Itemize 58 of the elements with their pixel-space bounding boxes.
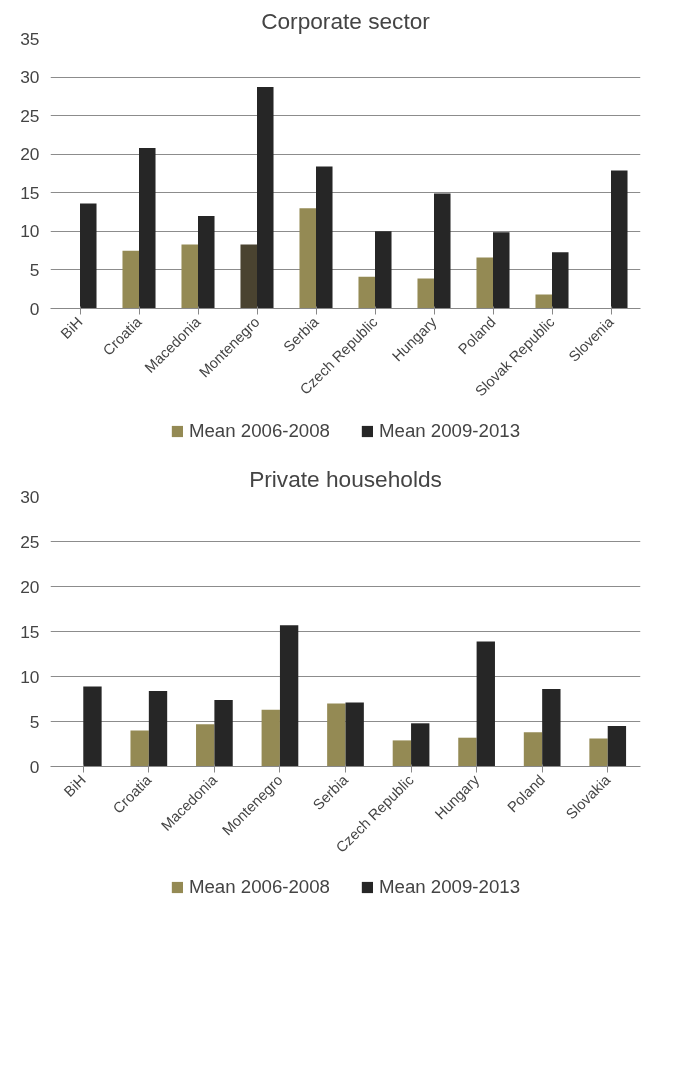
bar — [358, 276, 375, 309]
bar — [523, 732, 543, 767]
bar — [476, 641, 495, 767]
bar — [607, 726, 627, 767]
bar — [261, 709, 280, 767]
chart-title: Corporate sector — [261, 7, 431, 34]
bar — [535, 294, 552, 309]
bar — [552, 252, 569, 309]
bar — [240, 244, 257, 309]
bar — [476, 257, 493, 309]
bar — [148, 690, 168, 767]
y-tick-label: 20 — [20, 576, 40, 597]
bar — [493, 232, 510, 309]
y-tick-label: 25 — [20, 105, 40, 126]
bar — [611, 170, 628, 309]
bar — [279, 625, 299, 767]
chart-title: Private households — [249, 465, 442, 492]
y-tick-label: 30 — [20, 67, 40, 88]
y-tick-label: 5 — [29, 711, 40, 732]
y-tick-label: 20 — [20, 144, 40, 165]
legend-label: Mean 2009-2013 — [379, 875, 521, 898]
bar — [196, 724, 215, 767]
bar — [417, 278, 434, 309]
bar — [411, 723, 430, 767]
y-tick-label: 35 — [20, 28, 40, 49]
bar — [198, 215, 215, 309]
y-tick-label: 10 — [20, 221, 40, 242]
y-tick-label: 30 — [20, 486, 40, 507]
bar — [130, 730, 149, 767]
y-tick-label: 15 — [20, 621, 40, 642]
bar — [139, 148, 156, 309]
bar — [589, 738, 608, 767]
bar — [375, 231, 392, 309]
legend-label: Mean 2009-2013 — [379, 419, 521, 442]
bar — [80, 203, 97, 309]
y-tick-label: 0 — [29, 298, 40, 319]
x-tick-label: BiH — [60, 771, 89, 800]
bar — [316, 166, 333, 309]
bar — [327, 703, 346, 767]
bar — [214, 699, 233, 767]
y-tick-label: 15 — [20, 182, 40, 203]
y-tick-label: 5 — [29, 259, 40, 280]
bar — [299, 208, 316, 309]
bar — [542, 689, 561, 767]
bar — [181, 244, 198, 309]
legend-label: Mean 2006-2008 — [188, 875, 330, 898]
bar — [257, 87, 274, 309]
bar — [392, 740, 412, 767]
y-tick-label: 10 — [20, 666, 40, 687]
y-tick-label: 0 — [29, 756, 40, 777]
x-tick-label: BiH — [57, 313, 86, 342]
legend-label: Mean 2006-2008 — [188, 419, 330, 442]
y-tick-label: 25 — [20, 531, 40, 552]
bar — [345, 702, 364, 767]
bar — [458, 737, 477, 767]
bar — [434, 193, 451, 309]
bar — [83, 686, 102, 767]
bar — [122, 250, 139, 309]
